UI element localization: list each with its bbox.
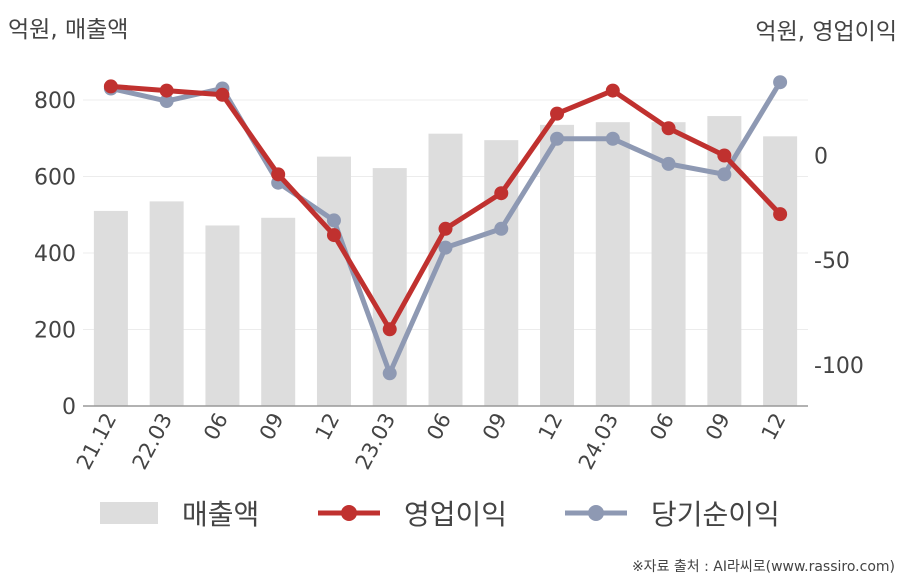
operating-profit-point — [661, 121, 676, 136]
net-profit-point — [550, 131, 565, 146]
left-tick-label: 0 — [62, 395, 76, 420]
x-tick-label: 06 — [199, 409, 233, 444]
net-profit-point — [382, 366, 397, 381]
x-tick-label: 22.03 — [128, 409, 177, 473]
revenue-bar — [316, 156, 351, 406]
x-tick-label: 12 — [311, 409, 345, 444]
legend-marker-net-profit — [588, 505, 604, 521]
operating-profit-point — [103, 79, 118, 94]
left-axis-ticks: 0 200 400 600 800 — [34, 89, 76, 420]
operating-profit-point — [550, 106, 565, 121]
operating-profit-point — [382, 322, 397, 337]
revenue-bar — [595, 122, 630, 406]
revenue-bar — [93, 210, 128, 406]
profit-lines — [103, 75, 788, 381]
right-tick-label: -100 — [814, 354, 864, 379]
net-profit-point — [326, 213, 341, 228]
left-unit-label: 억원, 매출액 — [8, 17, 128, 43]
revenue-bar — [205, 225, 240, 406]
right-axis-ticks: -100 -50 0 — [814, 145, 864, 379]
operating-profit-point — [717, 148, 732, 163]
x-tick-label: 12 — [757, 409, 791, 444]
right-tick-label: -50 — [814, 249, 850, 274]
legend-label: 당기순이익 — [651, 498, 780, 531]
revenue-bar — [763, 136, 798, 406]
revenue-bar — [484, 140, 519, 406]
x-tick-label: 06 — [422, 409, 456, 444]
legend-label: 영업이익 — [404, 498, 507, 531]
left-tick-label: 800 — [34, 89, 76, 114]
revenue-bar — [540, 124, 575, 407]
net-profit-point — [438, 240, 453, 255]
x-tick-label: 24.03 — [574, 409, 623, 473]
operating-profit-point — [215, 87, 230, 102]
legend-swatch-revenue — [100, 502, 158, 524]
left-tick-label: 600 — [34, 166, 76, 191]
net-profit-point — [773, 75, 788, 90]
operating-profit-point — [773, 207, 788, 222]
revenue-bar — [261, 217, 296, 406]
x-axis-labels: 21.12 22.03 06 09 12 23.03 06 09 12 24.03 06 09 12 — [72, 409, 791, 473]
x-tick-label: 12 — [534, 409, 568, 444]
operating-profit-point — [326, 228, 341, 243]
legend-label: 매출액 — [182, 498, 259, 531]
operating-profit-point — [438, 221, 453, 236]
x-tick-label: 23.03 — [351, 409, 400, 473]
right-unit-label: 억원, 영업이익 — [755, 19, 897, 45]
legend-marker-operating-profit — [341, 505, 357, 521]
operating-profit-point — [159, 83, 174, 98]
net-profit-point — [494, 221, 509, 236]
x-tick-label: 21.12 — [72, 409, 121, 473]
left-tick-label: 200 — [34, 319, 76, 344]
net-profit-point — [717, 167, 732, 182]
revenue-bar — [149, 201, 184, 406]
legend: 매출액 영업이익 당기순이익 — [100, 498, 780, 531]
x-tick-label: 09 — [478, 409, 512, 444]
operating-profit-point — [271, 167, 286, 182]
x-tick-label: 09 — [701, 409, 735, 444]
left-tick-label: 400 — [34, 242, 76, 267]
x-tick-label: 06 — [645, 409, 679, 444]
right-tick-label: 0 — [814, 145, 828, 170]
net-profit-point — [159, 94, 174, 109]
source-footer: ※자료 출처 : AI라씨로(www.rassiro.com) — [632, 559, 895, 575]
revenue-bars — [93, 116, 798, 407]
operating-profit-point — [494, 186, 509, 201]
net-profit-point — [605, 131, 620, 146]
operating-profit-point — [605, 83, 620, 98]
net-profit-point — [661, 156, 676, 171]
x-tick-label: 09 — [255, 409, 289, 444]
